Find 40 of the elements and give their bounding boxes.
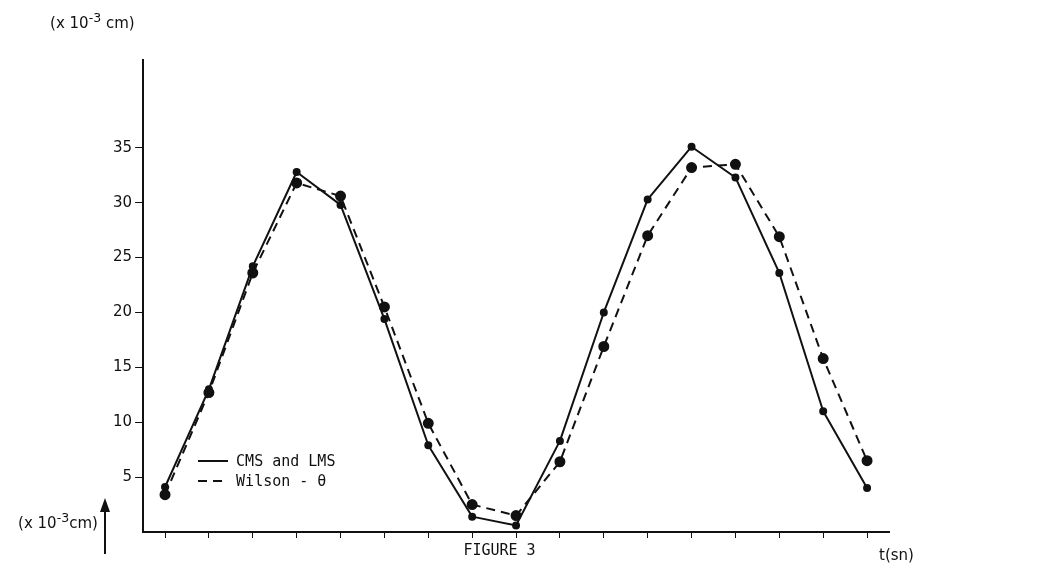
point <box>643 195 652 204</box>
point <box>729 158 741 170</box>
legend-label: CMS and LMS <box>236 452 336 470</box>
y-tick-label: 5 <box>122 467 133 486</box>
point <box>773 231 785 243</box>
y-tick-label: 20 <box>112 302 133 321</box>
point <box>819 407 828 416</box>
text: FIGURE 3 <box>463 540 536 559</box>
point <box>686 162 698 174</box>
point <box>554 456 566 468</box>
point <box>863 484 872 493</box>
point <box>598 340 610 352</box>
y-axis-title: (x 10$^{-3}$ cm) <box>50 10 135 32</box>
point <box>292 167 301 176</box>
point <box>555 436 564 445</box>
y-tick-label: 10 <box>112 412 133 431</box>
point <box>861 455 873 467</box>
legend-label: Wilson - θ <box>236 472 327 490</box>
point <box>161 483 170 491</box>
y-tick-label: 25 <box>112 247 133 266</box>
point <box>380 315 389 324</box>
point <box>775 268 784 277</box>
point <box>335 190 347 202</box>
point <box>731 173 740 182</box>
y-tick-label: 30 <box>112 192 133 211</box>
point <box>687 142 696 151</box>
point <box>336 200 345 209</box>
text: (x 10$^{-3}$cm) <box>18 510 98 532</box>
y-tick-label: 35 <box>112 137 133 156</box>
point <box>468 512 477 521</box>
point <box>817 353 829 365</box>
x-axis-title: t(sn) <box>879 546 914 564</box>
point <box>642 230 654 242</box>
point <box>159 489 171 501</box>
point <box>599 308 608 317</box>
point <box>512 521 521 530</box>
point <box>424 441 433 450</box>
point <box>466 499 478 511</box>
y-tick-label: 15 <box>112 357 133 376</box>
point <box>422 417 434 429</box>
